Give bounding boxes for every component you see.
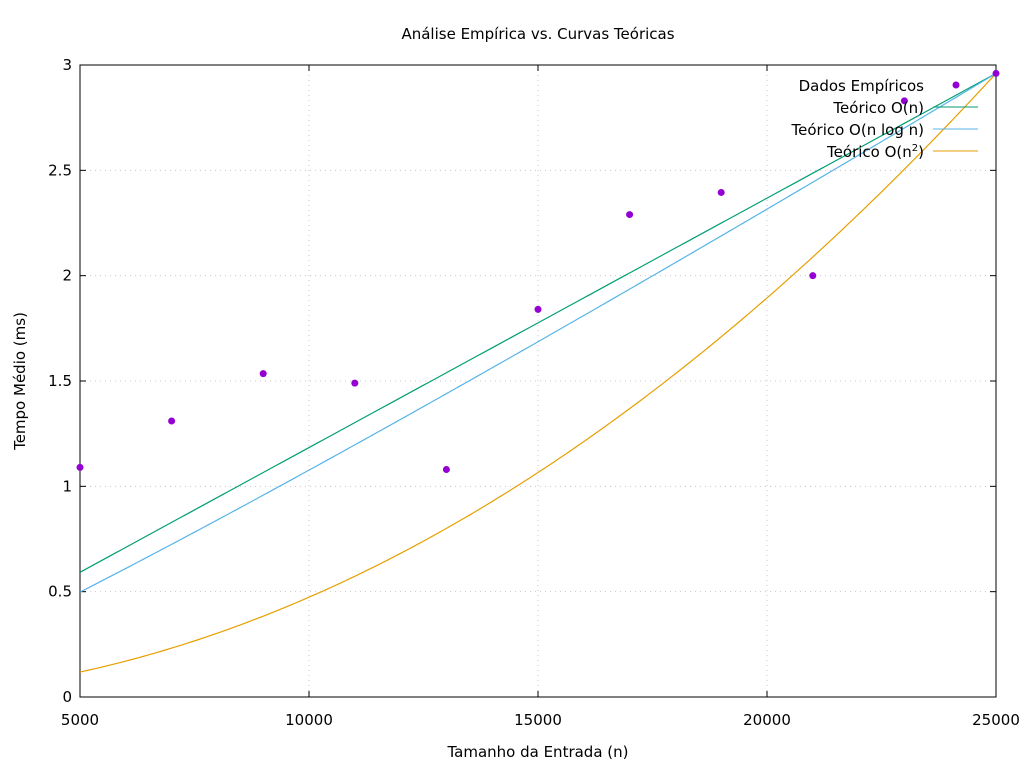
axis-ticks: 5000 10000 15000 20000 25000 0 0.5 1 1.5 2 2.5 3 — [48, 56, 1020, 729]
empirical-point — [992, 69, 1000, 77]
empirical-point — [717, 188, 725, 196]
y-tick-label: 0.5 — [48, 583, 72, 601]
y-tick-label: 1 — [62, 477, 72, 495]
y-tick-label: 0 — [62, 688, 72, 706]
y-tick-label: 1.5 — [48, 372, 72, 390]
empirical-point — [626, 211, 634, 219]
x-tick-label: 5000 — [61, 711, 99, 729]
y-tick-label: 2 — [62, 267, 72, 285]
legend-label-quadratic: Teórico O(n2) — [826, 143, 924, 161]
empirical-point — [442, 465, 450, 473]
empirical-point — [351, 379, 359, 387]
x-tick-label: 20000 — [743, 711, 791, 729]
legend-label-linear: Teórico O(n) — [832, 99, 924, 117]
empirical-point — [168, 417, 176, 425]
legend-label-nlogn: Teórico O(n log n) — [791, 121, 924, 139]
curve-n2 — [79, 73, 997, 673]
x-axis-label: Tamanho da Entrada (n) — [446, 743, 628, 761]
y-axis-label: Tempo Médio (ms) — [11, 312, 29, 451]
y-tick-label: 3 — [62, 56, 72, 74]
empirical-point — [900, 97, 908, 105]
legend-label-quadratic-superscript: 2 — [912, 143, 918, 154]
x-tick-label: 10000 — [285, 711, 333, 729]
legend-label-empirical: Dados Empíricos — [799, 77, 925, 95]
empirical-point — [534, 305, 542, 313]
curve-n — [79, 72, 997, 573]
chart-title: Análise Empírica vs. Curvas Teóricas — [401, 25, 674, 43]
legend-marker-empirical — [952, 81, 960, 89]
empirical-points — [76, 69, 1000, 473]
y-tick-label: 2.5 — [48, 161, 72, 179]
x-tick-label: 15000 — [514, 711, 562, 729]
curve-nlogn — [79, 72, 997, 593]
grid — [80, 65, 996, 697]
theoretical-curves — [79, 72, 997, 673]
legend: Dados Empíricos Teórico O(n) Teórico O(n… — [791, 77, 978, 161]
empirical-point — [259, 370, 267, 378]
x-tick-label: 25000 — [972, 711, 1020, 729]
empirical-point — [809, 272, 817, 280]
empirical-point — [76, 463, 84, 471]
